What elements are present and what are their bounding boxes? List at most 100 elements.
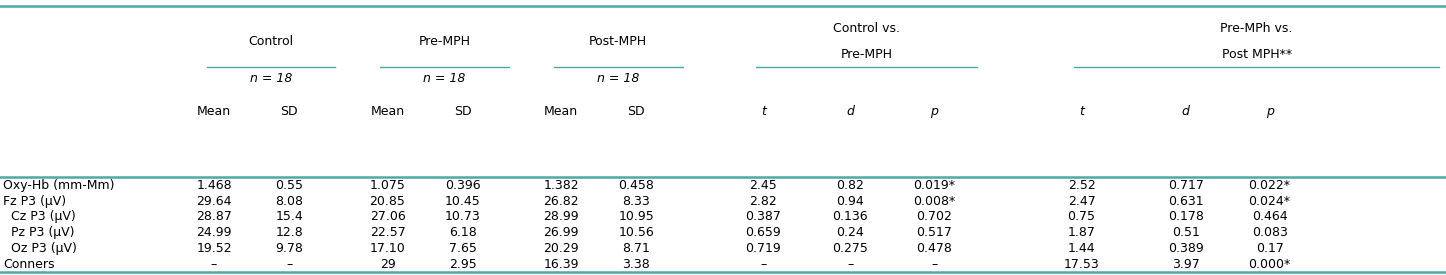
Text: 0.464: 0.464 [1252,210,1287,223]
Text: 0.51: 0.51 [1171,226,1200,239]
Text: 28.99: 28.99 [544,210,578,223]
Text: 16.39: 16.39 [544,258,578,271]
Text: n = 18: n = 18 [424,72,466,85]
Text: 1.44: 1.44 [1067,242,1096,255]
Text: –: – [211,258,217,271]
Text: 2.45: 2.45 [749,179,778,192]
Text: 2.95: 2.95 [448,258,477,271]
Text: 29.64: 29.64 [197,195,231,208]
Text: 17.10: 17.10 [370,242,405,255]
Text: 0.389: 0.389 [1168,242,1203,255]
Text: 0.387: 0.387 [746,210,781,223]
Text: p: p [1265,105,1274,118]
Text: 2.52: 2.52 [1067,179,1096,192]
Text: 2.47: 2.47 [1067,195,1096,208]
Text: 0.24: 0.24 [836,226,865,239]
Text: p: p [930,105,938,118]
Text: 0.659: 0.659 [746,226,781,239]
Text: 0.019*: 0.019* [912,179,956,192]
Text: 1.87: 1.87 [1067,226,1096,239]
Text: 0.717: 0.717 [1168,179,1203,192]
Text: 0.024*: 0.024* [1248,195,1291,208]
Text: SD: SD [281,105,298,118]
Text: –: – [847,258,853,271]
Text: 0.275: 0.275 [833,242,868,255]
Text: Post MPH**: Post MPH** [1222,48,1291,62]
Text: 2.82: 2.82 [749,195,778,208]
Text: 28.87: 28.87 [197,210,231,223]
Text: 8.71: 8.71 [622,242,651,255]
Text: –: – [286,258,292,271]
Text: SD: SD [628,105,645,118]
Text: 0.136: 0.136 [833,210,868,223]
Text: 1.382: 1.382 [544,179,578,192]
Text: 0.719: 0.719 [746,242,781,255]
Text: 0.702: 0.702 [917,210,951,223]
Text: Mean: Mean [197,105,231,118]
Text: 0.517: 0.517 [917,226,951,239]
Text: 10.45: 10.45 [445,195,480,208]
Text: 10.95: 10.95 [619,210,654,223]
Text: 9.78: 9.78 [275,242,304,255]
Text: 19.52: 19.52 [197,242,231,255]
Text: Pre-MPH: Pre-MPH [842,48,892,62]
Text: Oxy-Hb (mm-Mm): Oxy-Hb (mm-Mm) [3,179,114,192]
Text: Cz P3 (μV): Cz P3 (μV) [3,210,75,223]
Text: 0.94: 0.94 [836,195,865,208]
Text: 6.18: 6.18 [448,226,477,239]
Text: 20.85: 20.85 [370,195,405,208]
Text: 3.38: 3.38 [622,258,651,271]
Text: t: t [761,105,766,118]
Text: Control: Control [249,35,294,48]
Text: 8.33: 8.33 [622,195,651,208]
Text: 7.65: 7.65 [448,242,477,255]
Text: 10.56: 10.56 [619,226,654,239]
Text: 0.396: 0.396 [445,179,480,192]
Text: 20.29: 20.29 [544,242,578,255]
Text: d: d [1181,105,1190,118]
Text: Conners: Conners [3,258,55,271]
Text: 1.468: 1.468 [197,179,231,192]
Text: 26.99: 26.99 [544,226,578,239]
Text: 0.000*: 0.000* [1248,258,1291,271]
Text: 8.08: 8.08 [275,195,304,208]
Text: Pre-MPh vs.: Pre-MPh vs. [1220,22,1293,35]
Text: 0.478: 0.478 [917,242,951,255]
Text: 24.99: 24.99 [197,226,231,239]
Text: SD: SD [454,105,471,118]
Text: –: – [761,258,766,271]
Text: 17.53: 17.53 [1064,258,1099,271]
Text: 0.083: 0.083 [1252,226,1287,239]
Text: 12.8: 12.8 [275,226,304,239]
Text: d: d [846,105,855,118]
Text: t: t [1079,105,1084,118]
Text: 0.75: 0.75 [1067,210,1096,223]
Text: 1.075: 1.075 [370,179,405,192]
Text: 26.82: 26.82 [544,195,578,208]
Text: Mean: Mean [544,105,578,118]
Text: n = 18: n = 18 [250,72,292,85]
Text: 3.97: 3.97 [1171,258,1200,271]
Text: 0.178: 0.178 [1168,210,1203,223]
Text: Control vs.: Control vs. [833,22,901,35]
Text: 27.06: 27.06 [370,210,405,223]
Text: 22.57: 22.57 [370,226,405,239]
Text: 0.82: 0.82 [836,179,865,192]
Text: 0.17: 0.17 [1255,242,1284,255]
Text: 0.022*: 0.022* [1248,179,1291,192]
Text: 0.008*: 0.008* [912,195,956,208]
Text: 0.55: 0.55 [275,179,304,192]
Text: 10.73: 10.73 [445,210,480,223]
Text: n = 18: n = 18 [597,72,639,85]
Text: 0.458: 0.458 [619,179,654,192]
Text: Mean: Mean [370,105,405,118]
Text: Fz P3 (μV): Fz P3 (μV) [3,195,67,208]
Text: 0.631: 0.631 [1168,195,1203,208]
Text: Post-MPH: Post-MPH [589,35,648,48]
Text: 15.4: 15.4 [275,210,304,223]
Text: –: – [931,258,937,271]
Text: 29: 29 [380,258,395,271]
Text: Oz P3 (μV): Oz P3 (μV) [3,242,77,255]
Text: Pz P3 (μV): Pz P3 (μV) [3,226,74,239]
Text: Pre-MPH: Pre-MPH [419,35,470,48]
